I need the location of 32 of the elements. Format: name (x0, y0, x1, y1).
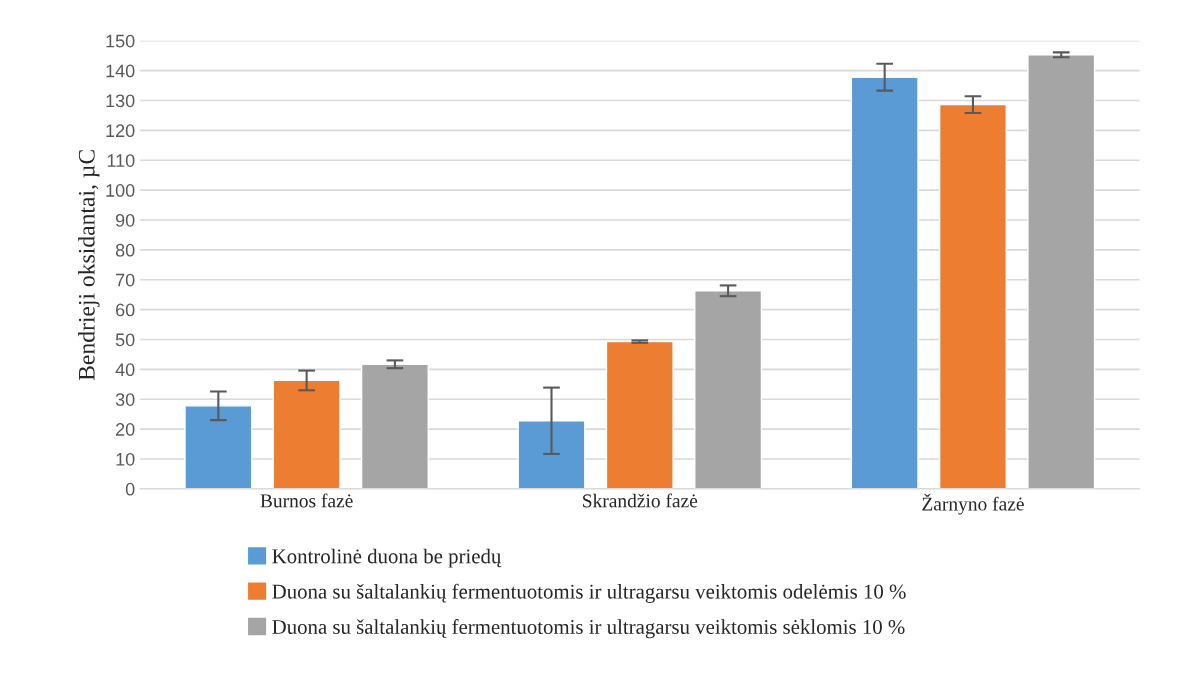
bar (1027, 54, 1096, 489)
bar (605, 340, 674, 489)
y-tick-label: 0 (125, 482, 135, 496)
bar (272, 379, 341, 489)
y-tick-label: 90 (115, 213, 135, 227)
bar (517, 420, 586, 489)
y-tick-label: 30 (115, 393, 135, 406)
y-tick-label: 70 (116, 273, 135, 287)
bar (938, 103, 1007, 489)
y-tick-label: 150 (106, 34, 135, 48)
legend-label: Duona su šaltalankių fermentuotomis ir ultragarsu veiktomis odelėmis 10 % (272, 583, 906, 603)
bar (360, 363, 429, 489)
bar (850, 76, 919, 489)
bar (184, 405, 253, 489)
bar (694, 290, 763, 489)
x-tick-label: Žarnyno fazė (922, 493, 1024, 515)
y-tick-label: 130 (106, 94, 135, 108)
y-tick-label: 60 (116, 303, 135, 317)
legend-label: Kontrolinė duona be priedų (272, 548, 502, 568)
legend-label: Duona su šaltalankių fermentuotomis ir ultragarsu veiktomis sėklomis 10 % (272, 619, 905, 639)
y-tick-label: 40 (115, 363, 135, 377)
x-tick-label: Skrandžio fazė (583, 493, 698, 508)
y-tick-label: 80 (115, 243, 135, 257)
y-tick-label: 140 (106, 64, 135, 78)
x-tick-label: Burnos fazė (260, 493, 353, 508)
y-tick-label: 10 (116, 452, 135, 466)
y-tick-label: 50 (115, 333, 135, 347)
y-tick-label: 100 (106, 184, 135, 197)
y-tick-label: 20 (116, 423, 135, 436)
y-tick-label: 120 (106, 124, 135, 138)
y-axis-title: Bendrieji oksidantai, µC (78, 150, 100, 381)
y-tick-label: 110 (107, 154, 135, 167)
